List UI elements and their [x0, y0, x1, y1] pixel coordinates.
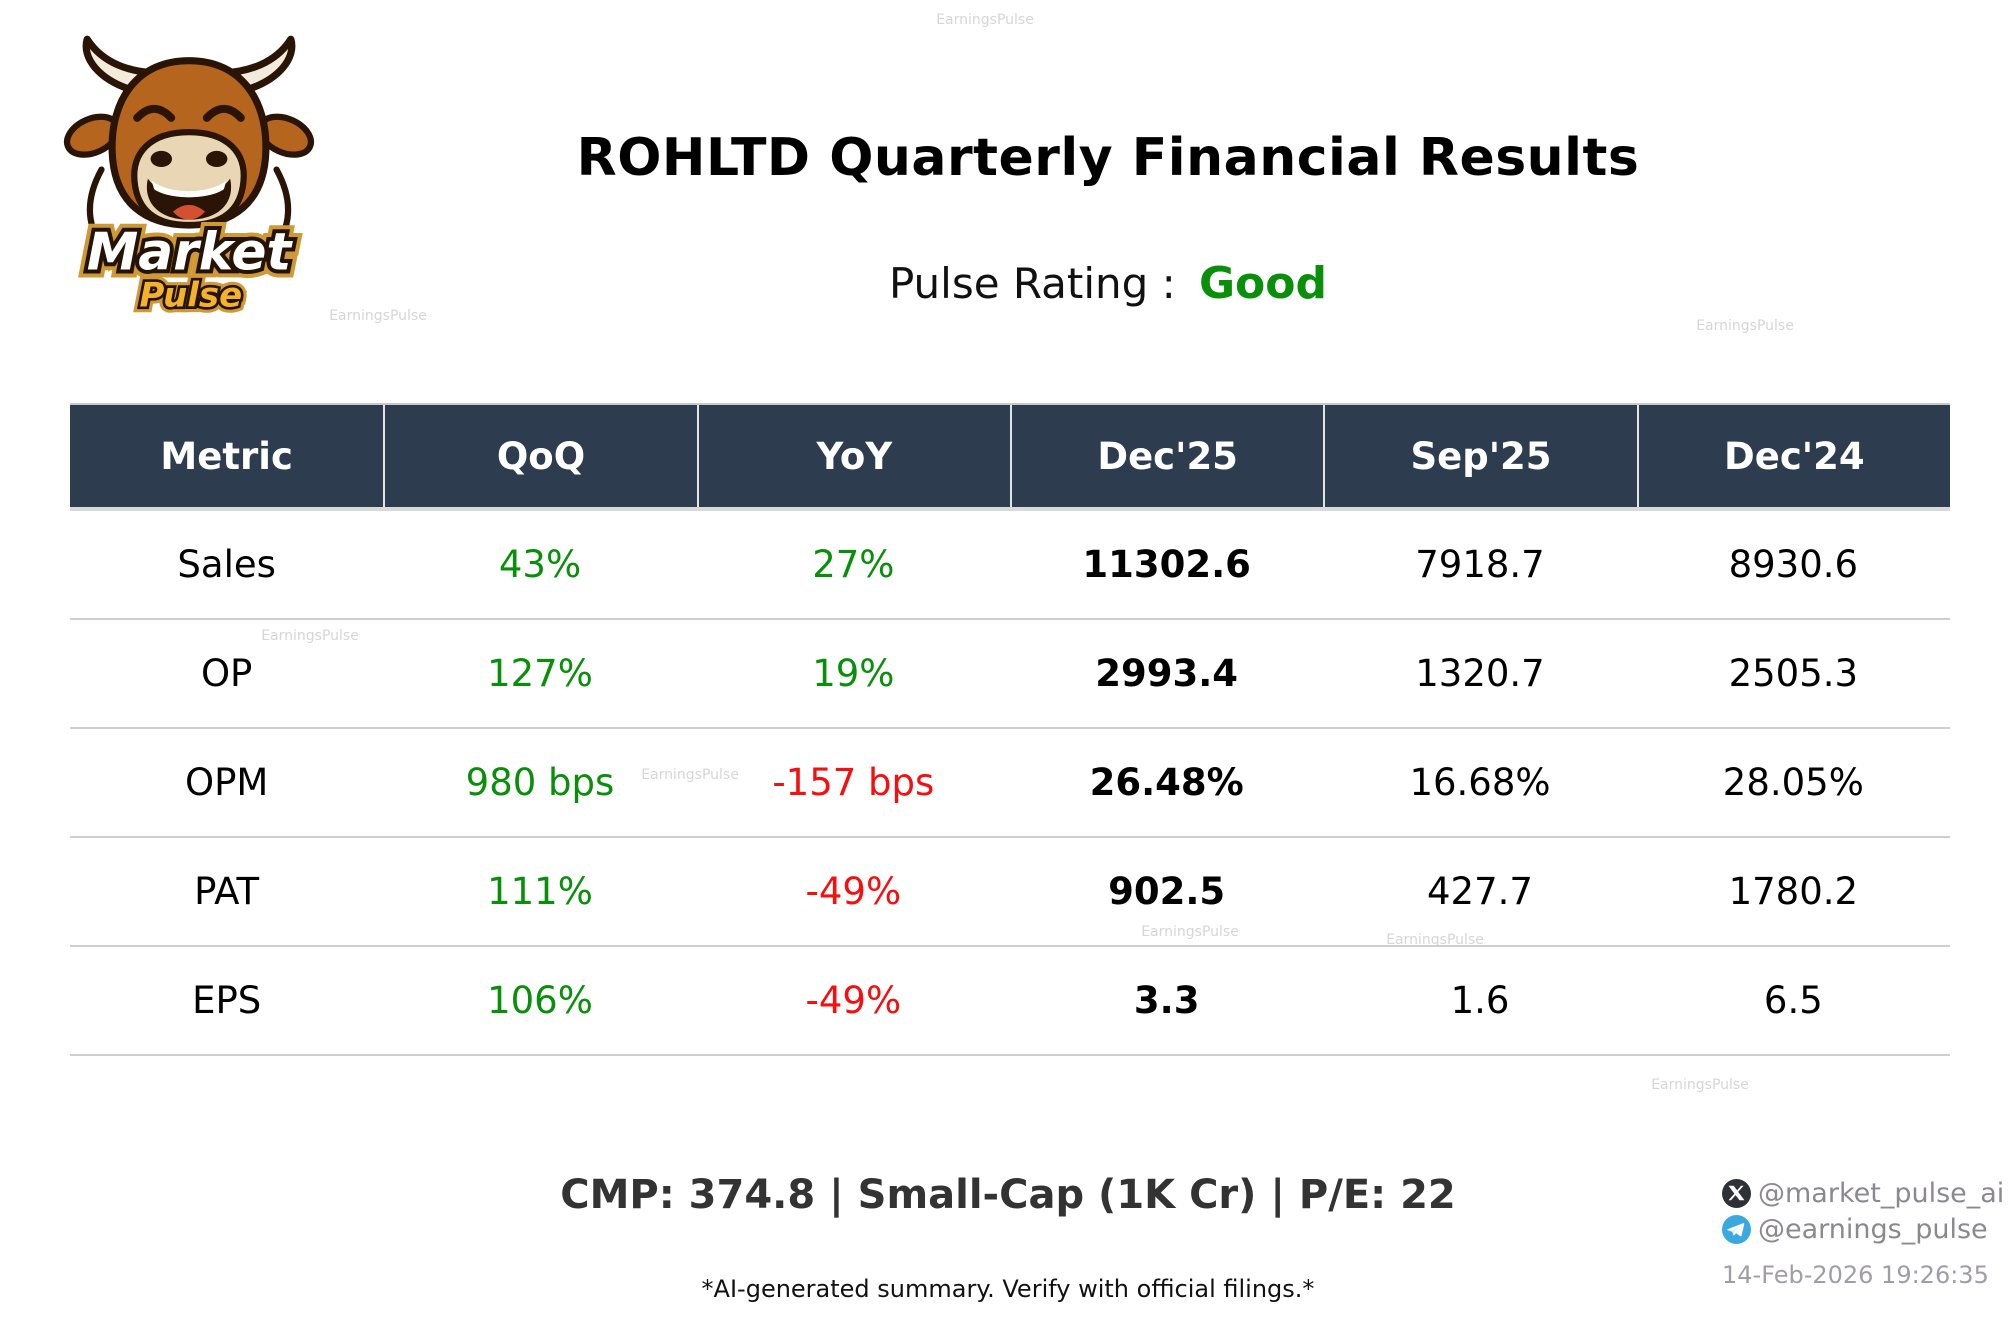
logo-pulse-outline: Pulse — [139, 275, 242, 315]
x-row: @market_pulse_ai — [1722, 1178, 2005, 1209]
dec25-cell: 902.5 — [1108, 870, 1226, 913]
column-header-dec24: Dec'24 — [1636, 405, 1950, 507]
sep25-cell: 16.68% — [1409, 761, 1551, 804]
metric-cell: Sales — [177, 543, 276, 586]
table-row-sales: Sales 43% 27% 11302.6 7918.7 8930.6 — [70, 511, 1950, 620]
yoy-cell: -49% — [805, 979, 902, 1022]
disclaimer: *AI-generated summary. Verify with offic… — [701, 1275, 1315, 1303]
dec24-cell: 6.5 — [1763, 979, 1823, 1022]
market-pulse-logo: Market Market Pulse Pulse — [55, 34, 323, 321]
table-header-row: Metric QoQ YoY Dec'25 Sep'25 Dec'24 — [70, 403, 1950, 511]
column-header-qoq: QoQ — [383, 405, 696, 507]
dec25-cell: 26.48% — [1089, 761, 1244, 804]
timestamp: 14-Feb-2026 19:26:35 — [1722, 1261, 1989, 1289]
dec24-cell: 28.05% — [1722, 761, 1864, 804]
qoq-cell: 111% — [487, 870, 593, 913]
column-header-metric: Metric — [160, 434, 293, 478]
qoq-cell: 127% — [487, 652, 593, 695]
yoy-cell: 27% — [812, 543, 895, 586]
logo-market-outline: Market — [87, 223, 294, 283]
social-block: @market_pulse_ai @earnings_pulse 14-Feb-… — [1722, 1178, 2005, 1289]
dec24-cell: 2505.3 — [1728, 652, 1859, 695]
table-row-pat: PAT 111% -49% 902.5 427.7 1780.2 — [70, 838, 1950, 947]
column-header-dec25: Dec'25 — [1010, 405, 1323, 507]
dec24-cell: 8930.6 — [1728, 543, 1859, 586]
table-row-opm: OPM 980 bps -157 bps 26.48% 16.68% 28.05… — [70, 729, 1950, 838]
cmp-summary: CMP: 374.8 | Small-Cap (1K Cr) | P/E: 22 — [560, 1172, 1456, 1218]
sep25-cell: 427.7 — [1427, 870, 1533, 913]
page-title: ROHLTD Quarterly Financial Results — [576, 128, 1640, 188]
pulse-rating-value: Good — [1198, 258, 1328, 309]
metric-cell: OP — [200, 652, 253, 695]
dec24-cell: 1780.2 — [1728, 870, 1859, 913]
dec25-cell: 11302.6 — [1082, 543, 1251, 586]
pulse-rating: Pulse Rating : Good — [200, 258, 2016, 309]
watermark: EarningsPulse — [936, 12, 1034, 28]
qoq-cell: 106% — [487, 979, 593, 1022]
metric-cell: PAT — [194, 870, 260, 913]
sep25-cell: 7918.7 — [1415, 543, 1545, 586]
yoy-cell: -49% — [805, 870, 902, 913]
qoq-cell: 980 bps — [465, 761, 615, 804]
watermark: EarningsPulse — [1651, 1077, 1749, 1093]
metric-cell: OPM — [184, 761, 269, 804]
qoq-cell: 43% — [498, 543, 582, 586]
yoy-cell: -157 bps — [772, 761, 935, 804]
table-row-eps: EPS 106% -49% 3.3 1.6 6.5 — [70, 947, 1950, 1056]
logo-pulse-text: Pulse — [139, 275, 242, 315]
x-icon — [1722, 1179, 1751, 1208]
metric-cell: EPS — [192, 979, 262, 1022]
logo-market-text: Market — [87, 223, 294, 283]
watermark: EarningsPulse — [329, 308, 427, 324]
bull-mascot-icon: Market Market Pulse Pulse — [63, 35, 315, 321]
sep25-cell: 1320.7 — [1415, 652, 1545, 695]
sep25-cell: 1.6 — [1450, 979, 1510, 1022]
results-table: Metric QoQ YoY Dec'25 Sep'25 Dec'24 Sale… — [70, 403, 1950, 1056]
pulse-rating-label: Pulse Rating : — [888, 259, 1176, 308]
column-header-sep25: Sep'25 — [1323, 405, 1636, 507]
telegram-row: @earnings_pulse — [1722, 1214, 2002, 1245]
watermark: EarningsPulse — [1696, 318, 1794, 334]
column-header-yoy: YoY — [696, 405, 1010, 507]
dec25-cell: 3.3 — [1133, 979, 1200, 1022]
telegram-handle: @earnings_pulse — [1758, 1214, 1988, 1245]
yoy-cell: 19% — [812, 652, 895, 695]
table-row-op: OP 127% 19% 2993.4 1320.7 2505.3 — [70, 620, 1950, 729]
x-handle: @market_pulse_ai — [1758, 1178, 2005, 1209]
telegram-icon — [1722, 1215, 1751, 1244]
dec25-cell: 2993.4 — [1095, 652, 1239, 695]
